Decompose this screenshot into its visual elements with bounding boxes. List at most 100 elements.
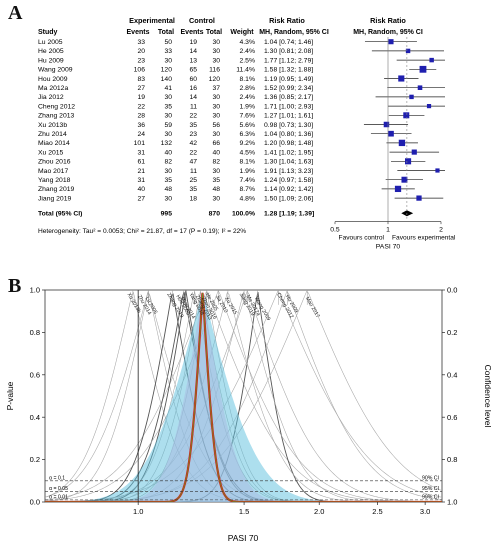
total-e: 995 [161,211,173,218]
header-control: Control [189,16,215,25]
c-events-cell: 16 [189,85,197,92]
e-total-cell: 120 [161,67,173,74]
header-plot-title: Risk Ratio [370,16,406,25]
e-total-cell: 30 [164,94,172,101]
alpha-label: α = 0.05 [49,486,68,492]
study-marker [405,48,411,54]
ci-cell: 1.04 [0.80; 1.36] [264,131,313,138]
ci-cell: 1.52 [0.99; 2.34] [264,85,313,92]
e-events-cell: 27 [137,195,145,202]
ci-cell: 0.98 [0.73; 1.30] [264,122,313,129]
pvalue-function-plot: α = 0.1 90% CI α = 0.05 95% CI α = 0.01 99% C… [5,286,493,543]
c-events-cell: 19 [189,39,197,46]
weight-cell: 4.3% [240,39,256,46]
c-events-cell: 60 [189,76,197,83]
study-name: Ma 2012a [38,85,68,92]
study-name: Hou 2009 [38,76,68,83]
x-tick-label: 2.5 [372,507,382,516]
e-total-cell: 41 [164,85,172,92]
x-tick-label: 1.0 [133,507,143,516]
c-total-cell: 30 [212,195,220,202]
ci-level-label: 95% CI [422,486,439,492]
weight-cell: 4.8% [240,195,256,202]
e-events-cell: 21 [137,168,145,175]
e-events-cell: 28 [137,113,145,120]
prediction-band [45,291,442,502]
c-total-cell: 37 [212,85,220,92]
c-events-cell: 42 [189,140,197,147]
study-name: Wang 2009 [38,67,73,74]
heterogeneity-text: Heterogeneity: Tau² = 0.0053; Chi² = 21.… [38,228,246,235]
y-tick-label-right: 0.6 [447,413,457,422]
study-marker [417,85,423,90]
favours-experimental: Favours experimental [392,235,456,242]
e-events-cell: 20 [137,48,145,55]
study-name: Xu 2013b [38,122,67,129]
c-events-cell: 22 [189,113,197,120]
e-events-cell: 36 [137,122,145,129]
study-marker [429,57,434,63]
c-events-cell: 18 [189,195,197,202]
e-total-cell: 82 [164,159,172,166]
ci-cell: 1.30 [0.81; 2.08] [264,48,313,55]
e-total-cell: 40 [164,149,172,156]
ci-cell: 1.24 [0.97; 1.58] [264,177,313,184]
study-marker [388,130,394,137]
c-total-cell: 40 [212,149,220,156]
y-tick-label-right: 0.2 [447,328,457,337]
y-tick-label-right: 0.4 [447,370,457,379]
study-marker [419,65,427,73]
study-pvalue-curve [45,291,442,502]
e-events-cell: 22 [137,103,145,110]
e-total-cell: 35 [164,177,172,184]
study-name: Zhang 2019 [38,186,75,193]
total-weight: 100.0% [232,211,255,218]
study-marker [435,168,440,173]
c-total-cell: 30 [212,48,220,55]
c-events-cell: 14 [189,48,197,55]
study-name: Jiang 2019 [38,195,71,202]
e-total-cell: 33 [164,48,172,55]
c-events-cell: 23 [189,131,197,138]
ci-cell: 1.19 [0.95; 1.49] [264,76,313,83]
c-total-cell: 30 [212,57,220,64]
study-name: Xu 2015 [38,149,64,156]
c-total-cell: 30 [212,131,220,138]
study-name: Cheng 2012 [38,103,75,110]
weight-cell: 2.5% [240,57,256,64]
c-events-cell: 14 [189,94,197,101]
c-events-cell: 25 [189,177,197,184]
y-axis-label-right: Confidence level [483,365,493,428]
c-events-cell: 11 [190,168,197,175]
favours-control: Favours control [339,235,385,242]
weight-cell: 2.4% [240,94,256,101]
study-pvalue-curve [45,290,442,502]
study-name: Mao 2017 [38,168,68,175]
e-total-cell: 30 [164,195,172,202]
header-c-events: Events [181,29,204,36]
c-total-cell: 66 [212,140,220,147]
study-name: Hu 2009 [38,57,64,64]
x-axis-label: PASI 70 [228,533,259,543]
y-tick-label: 1.0 [30,286,40,295]
e-total-cell: 48 [164,186,172,193]
forest-plot: Experimental Control Risk Ratio Study Ev… [38,16,456,251]
e-events-cell: 27 [137,85,145,92]
e-events-cell: 24 [137,131,145,138]
c-total-cell: 30 [212,94,220,101]
weight-cell: 6.3% [240,131,256,138]
ci-cell: 1.27 [1.01; 1.61] [264,113,313,120]
e-total-cell: 140 [161,76,173,83]
c-total-cell: 30 [212,103,220,110]
pooled-curve-inner [45,292,442,502]
alpha-label: α = 0.1 [49,475,65,481]
e-events-cell: 31 [137,177,145,184]
c-events-cell: 35 [189,122,197,129]
c-events-cell: 65 [189,67,197,74]
ci-cell: 1.77 [1.12; 2.79] [264,57,313,64]
x-tick-label: 3.0 [420,507,430,516]
e-total-cell: 30 [164,57,172,64]
c-total-cell: 120 [209,76,221,83]
e-events-cell: 61 [137,159,145,166]
ci-cell: 1.14 [0.92; 1.42] [264,186,313,193]
